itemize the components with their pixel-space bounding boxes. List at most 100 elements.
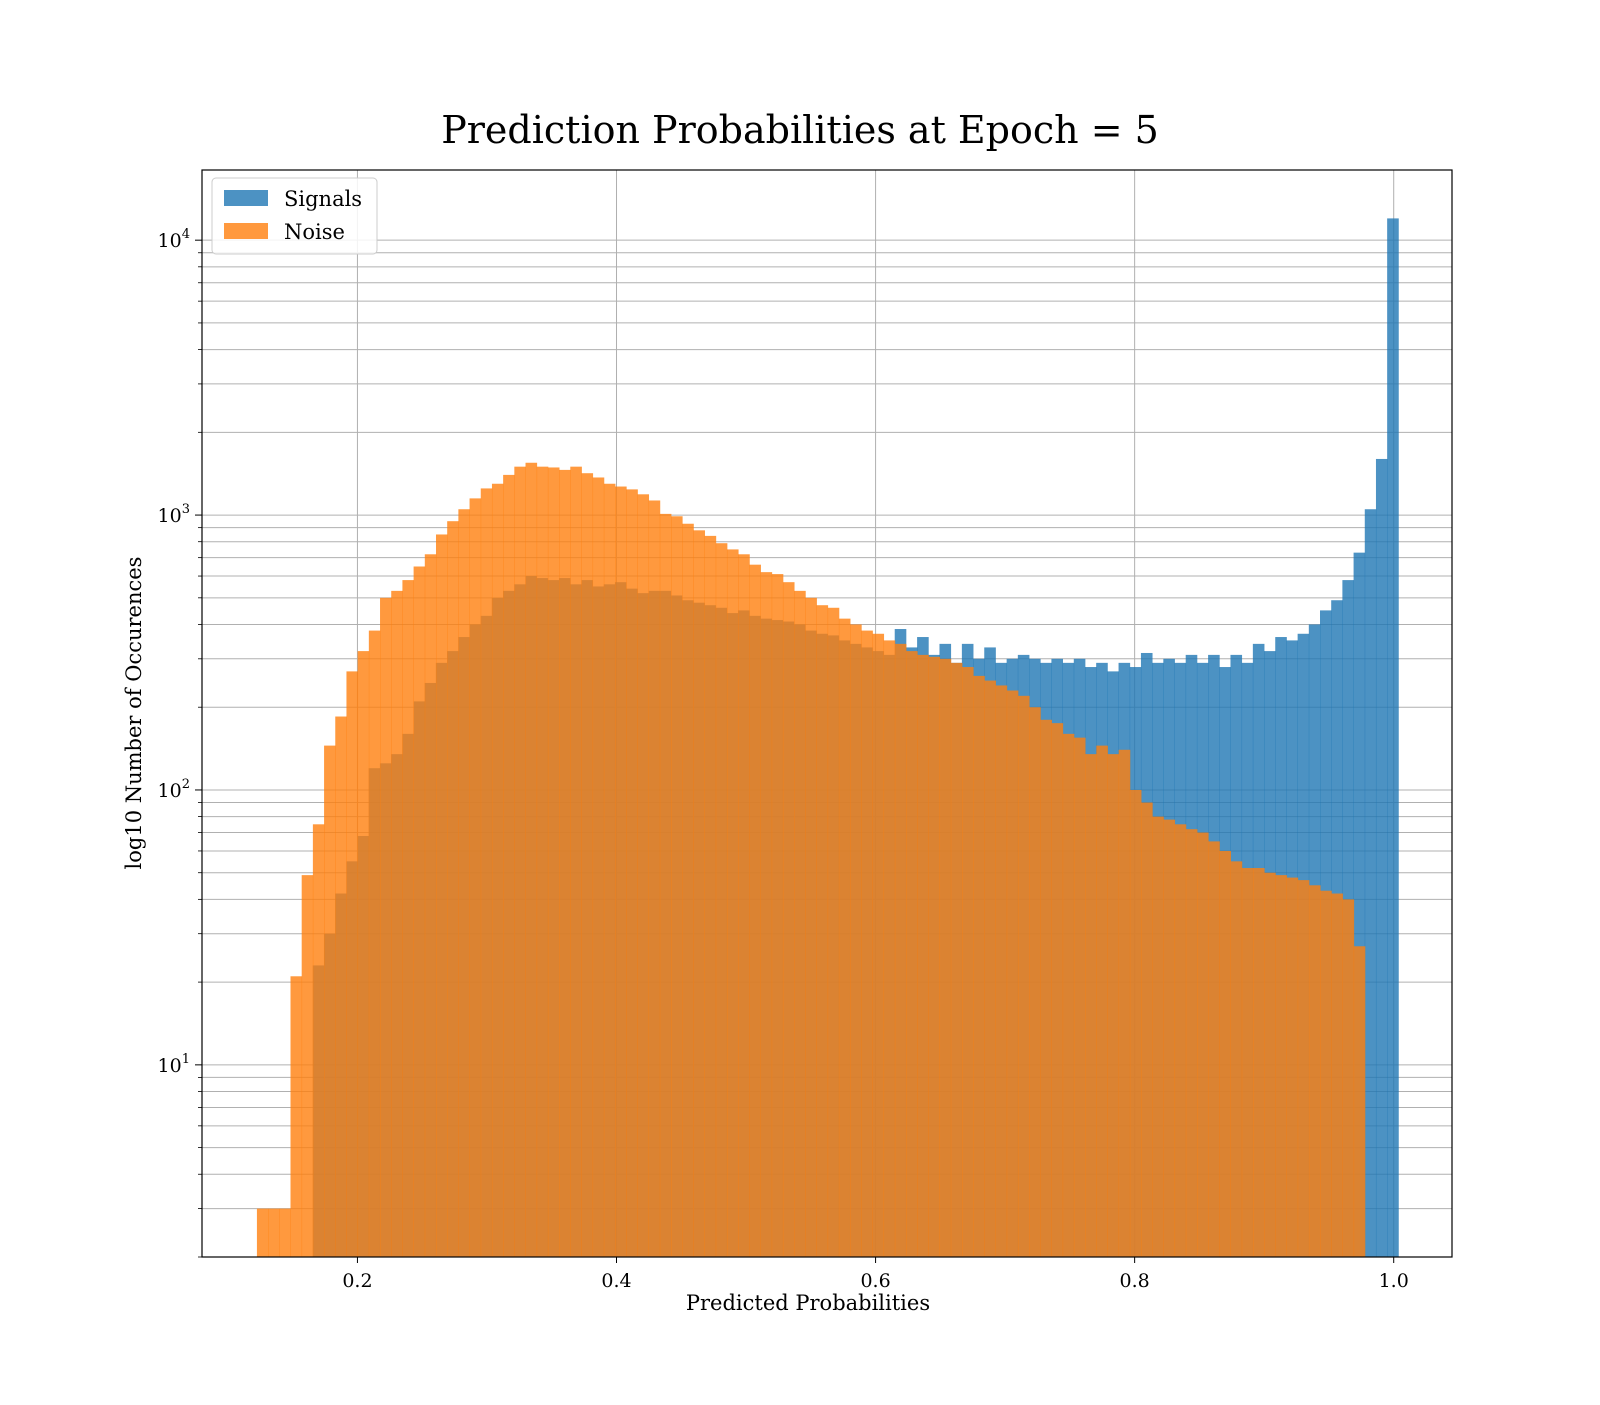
noise-bar bbox=[1129, 789, 1142, 1257]
noise-bar bbox=[279, 1208, 291, 1257]
noise-bar bbox=[268, 1208, 280, 1257]
noise-bar bbox=[1085, 754, 1097, 1257]
x-tick-label: 0.8 bbox=[1120, 1270, 1150, 1292]
legend-swatch-signals bbox=[224, 190, 268, 206]
noise-bar bbox=[1331, 893, 1343, 1257]
signals-bar bbox=[1353, 552, 1366, 1257]
y-tick-label: 102 bbox=[158, 777, 190, 802]
noise-bar bbox=[1006, 690, 1019, 1257]
noise-bar bbox=[402, 580, 415, 1257]
noise-bar bbox=[357, 651, 370, 1257]
noise-bar bbox=[950, 662, 963, 1257]
noise-bar bbox=[760, 572, 773, 1257]
noise-bar bbox=[973, 675, 985, 1257]
noise-bar bbox=[626, 489, 638, 1257]
noise-bar bbox=[1320, 890, 1332, 1257]
noise-bar bbox=[1252, 868, 1265, 1257]
noise-bar bbox=[1107, 754, 1120, 1257]
noise-bar bbox=[301, 875, 314, 1257]
noise-bar bbox=[559, 469, 571, 1257]
y-tick-label: 104 bbox=[158, 227, 190, 252]
noise-bar bbox=[603, 483, 616, 1257]
noise-bar bbox=[1308, 885, 1321, 1257]
legend-label-signals: Signals bbox=[284, 187, 362, 211]
y-tick-label: 101 bbox=[158, 1052, 190, 1077]
noise-bar bbox=[570, 466, 582, 1257]
noise-bar bbox=[805, 597, 817, 1257]
noise-bar bbox=[536, 466, 549, 1257]
noise-bar bbox=[1051, 723, 1064, 1257]
noise-bars bbox=[256, 462, 1366, 1258]
noise-bar bbox=[1029, 707, 1041, 1257]
noise-bar bbox=[290, 976, 303, 1257]
noise-bar bbox=[413, 566, 426, 1257]
noise-bar bbox=[1152, 816, 1164, 1257]
noise-bar bbox=[726, 549, 739, 1257]
noise-bar bbox=[1230, 861, 1243, 1257]
noise-bar bbox=[939, 658, 952, 1257]
noise-bar bbox=[749, 564, 761, 1257]
x-tick-label: 0.4 bbox=[601, 1270, 631, 1292]
noise-bar bbox=[1073, 737, 1086, 1257]
y-axis-label: log10 Number of Occurences bbox=[122, 557, 146, 870]
noise-bar bbox=[1286, 877, 1299, 1257]
plot-frame bbox=[201, 169, 1453, 1258]
y-axis-ticks: 101 102 103 104 bbox=[158, 227, 202, 1258]
legend: Signals Noise bbox=[211, 177, 378, 255]
noise-bar bbox=[794, 590, 806, 1257]
noise-bar bbox=[324, 745, 336, 1257]
chart-title: Prediction Probabilities at Epoch = 5 bbox=[441, 108, 1159, 152]
noise-bar bbox=[1141, 802, 1153, 1257]
noise-bar bbox=[480, 488, 493, 1257]
noise-bar bbox=[738, 554, 750, 1257]
noise-bar bbox=[592, 477, 605, 1258]
x-tick-label: 1.0 bbox=[1379, 1270, 1409, 1292]
noise-bar bbox=[984, 680, 996, 1257]
noise-bar bbox=[1062, 733, 1075, 1257]
noise-bar bbox=[581, 473, 594, 1257]
noise-bar bbox=[648, 500, 661, 1257]
noise-bar bbox=[816, 605, 829, 1257]
noise-bar bbox=[682, 523, 694, 1257]
noise-bar bbox=[1096, 745, 1108, 1257]
noise-bar bbox=[637, 494, 650, 1258]
x-axis-ticks: 0.2 0.4 0.6 0.8 1.0 bbox=[342, 1257, 1409, 1292]
noise-bar bbox=[850, 624, 862, 1257]
noise-bar bbox=[872, 633, 885, 1257]
noise-bar bbox=[894, 643, 907, 1257]
noise-bar bbox=[469, 498, 482, 1257]
signals-bar bbox=[1364, 509, 1377, 1258]
noise-bar bbox=[906, 651, 918, 1257]
noise-bar bbox=[995, 685, 1008, 1257]
noise-bar bbox=[547, 467, 560, 1257]
noise-bar bbox=[883, 640, 896, 1257]
noise-bar bbox=[335, 716, 347, 1257]
noise-bar bbox=[458, 509, 470, 1258]
noise-bar bbox=[447, 521, 459, 1257]
noise-bar bbox=[962, 667, 974, 1257]
noise-bar bbox=[514, 466, 526, 1257]
y-tick-label: 103 bbox=[158, 502, 190, 527]
signals-bar bbox=[1387, 218, 1399, 1258]
noise-bar bbox=[861, 630, 873, 1257]
noise-bar bbox=[615, 486, 627, 1257]
noise-bar bbox=[1264, 872, 1276, 1257]
noise-bar bbox=[1297, 880, 1310, 1257]
noise-bar bbox=[1241, 868, 1254, 1257]
noise-bar bbox=[1219, 850, 1232, 1257]
noise-bar bbox=[838, 618, 851, 1257]
noise-bar bbox=[1163, 819, 1176, 1257]
noise-bar bbox=[1197, 832, 1209, 1257]
noise-bar bbox=[491, 483, 504, 1257]
noise-bar bbox=[659, 513, 672, 1257]
noise-bar bbox=[827, 607, 840, 1257]
legend-label-noise: Noise bbox=[284, 220, 345, 244]
noise-bar bbox=[1185, 829, 1198, 1257]
noise-bar bbox=[928, 656, 941, 1257]
noise-bar bbox=[346, 671, 359, 1257]
noise-bar bbox=[435, 534, 448, 1257]
noise-bar bbox=[525, 462, 538, 1258]
noise-bar bbox=[917, 654, 929, 1257]
noise-bar bbox=[312, 824, 325, 1257]
